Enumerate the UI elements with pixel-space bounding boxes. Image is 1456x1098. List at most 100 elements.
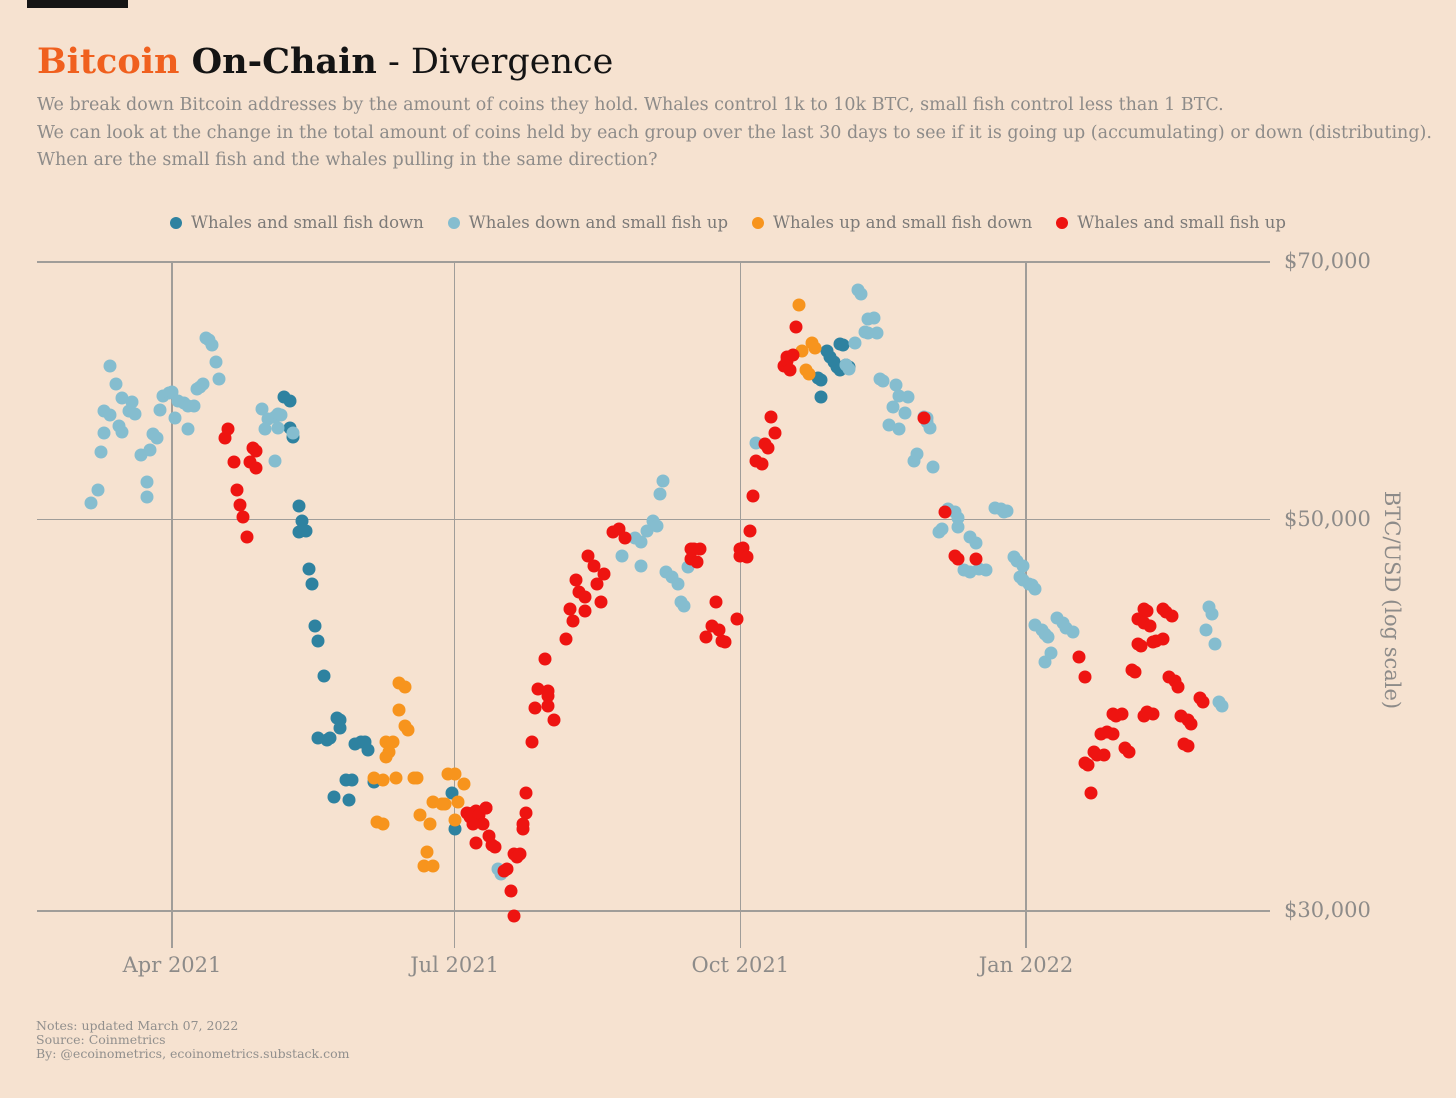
scatter-dot [255, 402, 269, 416]
scatter-dot [718, 635, 732, 649]
scatter-dot [926, 460, 940, 473]
scatter-dot [153, 403, 167, 417]
scatter-dot [435, 797, 449, 811]
scatter-dot [143, 443, 157, 456]
y-tick-label: $50,000 [1284, 506, 1371, 531]
scatter-dot [386, 735, 399, 749]
scatter-dot [302, 562, 316, 576]
x-gridline [739, 262, 742, 948]
scatter-dot [590, 577, 604, 591]
scatter-dot [615, 549, 629, 563]
scatter-dot [1165, 609, 1179, 623]
scatter-dot [783, 363, 797, 377]
scatter-dot [469, 836, 483, 850]
scatter-dot [1199, 623, 1213, 637]
scatter-dot [1134, 639, 1148, 653]
scatter-dot [345, 773, 359, 787]
scatter-dot [1196, 695, 1210, 709]
scatter-dot [690, 555, 704, 569]
scatter-dot [398, 680, 412, 694]
scatter-dot [413, 808, 427, 822]
scatter-dot [150, 431, 163, 445]
scatter-dot [699, 630, 713, 644]
scatter-dot [91, 483, 104, 497]
scatter-dot [559, 632, 573, 646]
scatter-dot [1016, 559, 1030, 572]
scatter-dot [227, 455, 241, 469]
notes-source: Source: Coinmetrics [36, 1031, 166, 1047]
scatter-dot [1128, 665, 1142, 679]
scatter-dot [1000, 504, 1014, 518]
scatter-dot [140, 490, 154, 504]
scatter-dot [507, 909, 521, 923]
scatter-dot [327, 790, 340, 804]
scatter-dot [792, 298, 806, 312]
scatter-dot [917, 411, 930, 425]
scatter-dot [1181, 739, 1194, 753]
scatter-dot [1208, 637, 1222, 651]
scatter-dot [578, 590, 592, 604]
scatter-dot [951, 511, 965, 525]
description-line: We break down Bitcoin addresses by the a… [37, 95, 1224, 115]
y-axis-title: BTC/USD (log scale) [1380, 490, 1404, 710]
scatter-dot [209, 355, 222, 369]
scatter-dot [886, 400, 899, 414]
scatter-dot [969, 552, 983, 566]
brand-bar [27, 0, 128, 8]
scatter-dot [578, 604, 592, 618]
scatter-dot [448, 813, 462, 827]
scatter-dot [109, 377, 123, 391]
scatter-dot [802, 367, 816, 381]
description-line: When are the small fish and the whales p… [37, 150, 658, 170]
scatter-dot [190, 382, 204, 396]
scatter-dot [333, 721, 347, 735]
chart-legend: Whales and small fish down Whales down a… [0, 213, 1456, 232]
scatter-dot [103, 408, 117, 422]
scatter-dot [233, 498, 247, 512]
scatter-dot [249, 444, 263, 458]
scatter-dot [103, 359, 117, 373]
scatter-dot [814, 390, 828, 404]
scatter-dot [1097, 748, 1111, 761]
scatter-dot [979, 563, 993, 577]
scatter-dot [789, 320, 803, 334]
x-gridline [1025, 262, 1027, 948]
scatter-dot [594, 595, 608, 609]
scatter-dot [286, 426, 300, 440]
scatter-dot [379, 750, 393, 764]
legend-item-label: Whales and small fish down [191, 213, 424, 232]
scatter-dot [1106, 727, 1120, 741]
scatter-dot [426, 859, 440, 873]
scatter-dot [712, 623, 726, 637]
scatter-dot [650, 519, 663, 533]
scatter-dot [563, 602, 576, 616]
scatter-dot [1078, 670, 1092, 684]
scatter-dot [1028, 582, 1042, 596]
scatter-dot [1122, 745, 1135, 759]
scatter-dot [457, 777, 471, 791]
scatter-dot [1084, 786, 1098, 800]
legend-item-whales-up-small-fish-down: Whales up and small fish down [752, 213, 1032, 232]
scatter-dot [674, 595, 688, 609]
scatter-dot [892, 422, 906, 436]
scatter-dot [1081, 758, 1095, 772]
scatter-dot [653, 487, 667, 501]
x-tick-label: Jul 2021 [410, 953, 499, 977]
scatter-dot [140, 475, 154, 489]
legend-item-label: Whales down and small fish up [468, 213, 729, 232]
scatter-dot [910, 447, 924, 461]
scatter-dot [836, 338, 850, 352]
x-gridline [171, 262, 173, 948]
scatter-dot [376, 773, 390, 787]
scatter-dot [516, 817, 530, 831]
scatter-dot [547, 713, 561, 727]
scatter-dot [212, 372, 226, 386]
scatter-dot [305, 577, 319, 591]
scatter-dot [519, 786, 533, 800]
scatter-dot [541, 699, 555, 713]
scatter-dot [283, 394, 297, 408]
scatter-dot [1140, 604, 1154, 618]
scatter-dot [1184, 717, 1198, 731]
scatter-dot [187, 399, 201, 413]
scatter-dot [258, 422, 272, 436]
